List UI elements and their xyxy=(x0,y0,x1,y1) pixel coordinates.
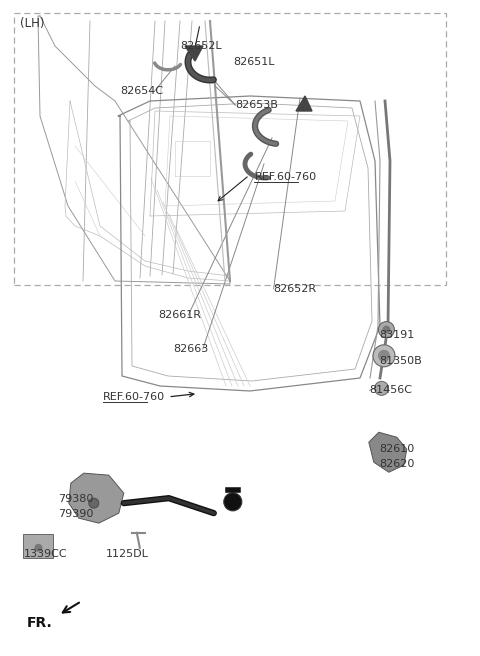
Text: 1125DL: 1125DL xyxy=(106,549,148,560)
Text: FR.: FR. xyxy=(26,616,52,630)
Text: 79390: 79390 xyxy=(58,508,93,519)
Circle shape xyxy=(35,544,42,552)
Polygon shape xyxy=(369,432,407,472)
Circle shape xyxy=(373,345,395,367)
Polygon shape xyxy=(69,473,124,523)
Text: 83191: 83191 xyxy=(379,329,414,340)
Text: 82620: 82620 xyxy=(379,459,415,470)
Bar xyxy=(24,534,53,558)
Text: 82651L: 82651L xyxy=(233,57,274,68)
Polygon shape xyxy=(296,96,312,111)
Text: 79380: 79380 xyxy=(58,493,93,504)
Text: 1339CC: 1339CC xyxy=(24,549,68,560)
Text: REF.60-760: REF.60-760 xyxy=(103,392,165,402)
Text: (LH): (LH) xyxy=(20,17,45,30)
Text: 82654C: 82654C xyxy=(120,85,163,96)
Text: 81350B: 81350B xyxy=(379,356,422,366)
Circle shape xyxy=(383,325,390,333)
Text: 82663: 82663 xyxy=(173,344,208,354)
Circle shape xyxy=(224,493,242,511)
Text: 82661R: 82661R xyxy=(158,310,202,320)
Text: 82653B: 82653B xyxy=(235,100,278,110)
Circle shape xyxy=(374,381,389,396)
Text: 82652R: 82652R xyxy=(274,283,317,294)
Polygon shape xyxy=(185,46,203,61)
Circle shape xyxy=(89,498,99,508)
Text: 82610: 82610 xyxy=(379,444,414,455)
Text: 81456C: 81456C xyxy=(370,385,413,396)
Circle shape xyxy=(378,350,390,362)
Text: 82652L: 82652L xyxy=(180,41,222,51)
Bar xyxy=(14,13,446,285)
Circle shape xyxy=(378,321,395,338)
Text: REF.60-760: REF.60-760 xyxy=(254,172,316,182)
